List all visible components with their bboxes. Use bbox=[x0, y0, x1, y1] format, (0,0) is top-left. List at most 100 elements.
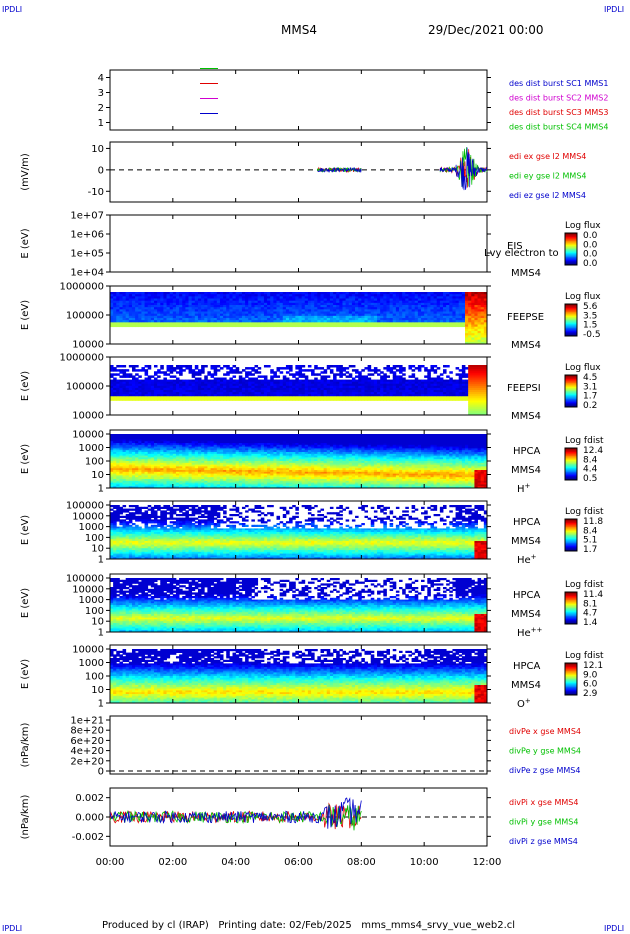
spectrogram-cell bbox=[342, 373, 347, 376]
spectrogram-cell bbox=[449, 296, 453, 299]
spectrogram-cell bbox=[320, 296, 325, 299]
spectrogram-cell bbox=[304, 307, 309, 310]
spectrogram-cell bbox=[383, 296, 387, 299]
spectrogram-cell bbox=[169, 322, 174, 325]
spectrogram-cell bbox=[289, 311, 293, 315]
spectrogram-cell bbox=[179, 296, 183, 299]
spectrogram-cell bbox=[329, 322, 334, 325]
spectrogram-cell bbox=[150, 315, 155, 319]
spectrogram-cell bbox=[395, 322, 400, 325]
spectrogram-cell bbox=[458, 309, 463, 312]
spectrogram-cell bbox=[449, 371, 453, 374]
spectrogram-cell bbox=[461, 292, 466, 295]
efield-series-line bbox=[439, 149, 488, 188]
colorbar-cell bbox=[565, 325, 577, 327]
spectrogram-cell bbox=[311, 305, 315, 308]
spectrogram-cell bbox=[361, 302, 365, 306]
spectrogram-cell bbox=[131, 394, 136, 397]
spectrogram-cell bbox=[377, 373, 381, 376]
spectrogram-cell bbox=[213, 398, 218, 401]
spectrogram-cell bbox=[320, 318, 325, 321]
spectrogram-cell bbox=[465, 328, 469, 332]
spectrogram-cell bbox=[282, 313, 287, 317]
spectrogram-cell bbox=[150, 324, 155, 328]
spectrogram-cell bbox=[232, 313, 237, 317]
spectrogram-cell bbox=[122, 292, 127, 295]
spectrogram-cell bbox=[257, 311, 262, 315]
colorbar-cell bbox=[565, 246, 577, 248]
spectrogram-cell bbox=[144, 296, 149, 299]
spectrogram-cell bbox=[257, 322, 262, 325]
spectrogram-cell bbox=[348, 309, 353, 312]
spectrogram-cell bbox=[113, 398, 117, 401]
spectrogram-cell bbox=[446, 313, 450, 317]
spectrogram-cell bbox=[427, 322, 431, 325]
spectrogram-cell bbox=[169, 375, 174, 378]
colorbar-cell bbox=[565, 316, 577, 318]
spectrogram-cell bbox=[110, 394, 114, 397]
spectrogram-cell bbox=[351, 369, 356, 372]
y-tick-label: 1e+05 bbox=[70, 249, 104, 260]
spectrogram-cell bbox=[267, 307, 271, 310]
spectrogram-cell bbox=[270, 307, 274, 310]
spectrogram-cell bbox=[270, 320, 274, 323]
spectrogram-cell bbox=[380, 307, 384, 310]
spectrogram-cell bbox=[213, 294, 218, 297]
spectrogram-cell bbox=[122, 373, 127, 376]
spectrogram-cell bbox=[298, 292, 303, 295]
spectrogram-cell bbox=[323, 298, 328, 302]
spectrogram-cell bbox=[292, 300, 296, 304]
spectrogram-cell bbox=[131, 367, 136, 370]
spectrogram-cell bbox=[128, 322, 133, 325]
spectrogram-cell bbox=[248, 305, 252, 308]
spectrogram-cell bbox=[317, 298, 321, 302]
spectrogram-cell bbox=[254, 318, 259, 321]
spectrogram-cell bbox=[461, 298, 466, 302]
spectrogram-cell bbox=[119, 296, 123, 299]
spectrogram-cell bbox=[439, 398, 444, 401]
spectrogram-cell bbox=[226, 311, 230, 315]
spectrogram-cell bbox=[110, 322, 114, 325]
spectrogram-cell bbox=[128, 383, 133, 387]
spectrogram-cell bbox=[213, 320, 218, 323]
spectrogram-cell bbox=[339, 300, 343, 304]
spectrogram-cell bbox=[317, 318, 321, 321]
spectrogram-cell bbox=[477, 341, 482, 345]
spectrogram-cell bbox=[367, 398, 372, 401]
spectrogram-cell bbox=[128, 311, 133, 315]
spectrogram-cell bbox=[292, 311, 296, 315]
spectrogram-cell bbox=[235, 324, 240, 328]
spectrogram-cell bbox=[358, 320, 362, 323]
spectrogram-cell bbox=[471, 296, 475, 299]
y-tick-label: 0 bbox=[98, 165, 104, 176]
spectrogram-cell bbox=[238, 292, 243, 295]
spectrogram-cell bbox=[194, 302, 199, 306]
spectrogram-cell bbox=[175, 371, 180, 374]
spectrogram-cell bbox=[229, 302, 233, 306]
spectrogram-cell bbox=[436, 322, 441, 325]
spectrogram-cell bbox=[125, 300, 130, 304]
spectrogram-cell bbox=[367, 300, 372, 304]
spectrogram-cell bbox=[455, 315, 460, 319]
spectrogram-cell bbox=[245, 324, 249, 328]
spectrogram-cell bbox=[317, 309, 321, 312]
spectrogram-cell bbox=[433, 371, 438, 374]
spectrogram-cell bbox=[439, 296, 444, 299]
spectrogram-cell bbox=[150, 309, 155, 312]
spectrogram-cell bbox=[468, 320, 472, 323]
spectrogram-cell bbox=[147, 311, 152, 315]
spectrogram-cell bbox=[260, 302, 265, 306]
spectrogram-cell bbox=[323, 302, 328, 306]
spectrogram-cell bbox=[458, 294, 463, 297]
spectrogram-cell bbox=[439, 373, 444, 376]
spectrogram-cell bbox=[213, 302, 218, 306]
spectrogram-cell bbox=[188, 320, 193, 323]
spectrogram-cell bbox=[267, 305, 271, 308]
spectrogram-cell bbox=[238, 305, 243, 308]
spectrogram-cell bbox=[144, 298, 149, 302]
spectrogram-cell bbox=[229, 292, 233, 295]
spectrogram-cell bbox=[408, 315, 412, 319]
spectrogram-cell bbox=[119, 294, 123, 297]
spectrogram-cell bbox=[248, 302, 252, 306]
spectrogram-cell bbox=[135, 294, 139, 297]
